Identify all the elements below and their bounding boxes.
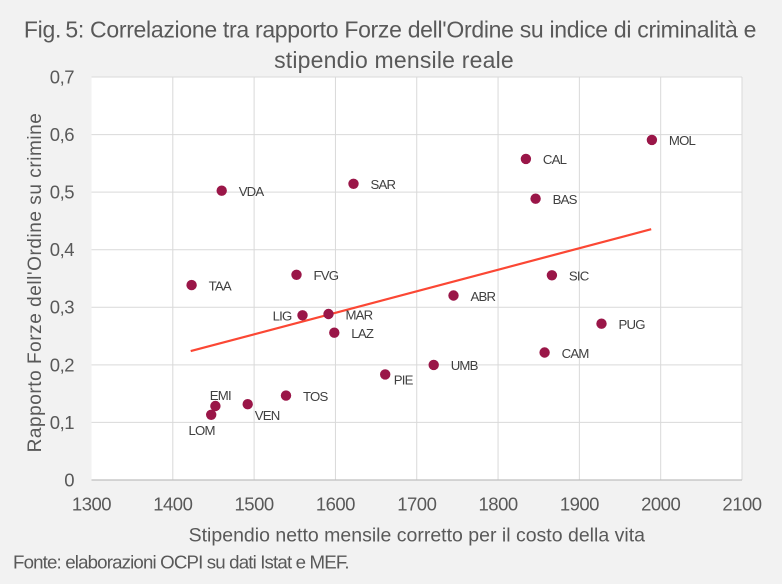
svg-text:PUG: PUG	[619, 317, 646, 332]
svg-text:SAR: SAR	[371, 177, 396, 192]
svg-text:1400: 1400	[153, 493, 192, 514]
svg-text:0,3: 0,3	[50, 297, 74, 318]
svg-text:UMB: UMB	[451, 358, 479, 373]
svg-text:CAL: CAL	[543, 152, 567, 167]
svg-text:Stipendio netto mensile corret: Stipendio netto mensile corretto per il …	[189, 525, 645, 547]
svg-text:2000: 2000	[641, 493, 680, 514]
svg-text:0,1: 0,1	[50, 412, 74, 433]
svg-text:LAZ: LAZ	[351, 326, 374, 341]
svg-text:VDA: VDA	[239, 184, 265, 199]
svg-text:LOM: LOM	[189, 423, 215, 438]
svg-text:1900: 1900	[560, 493, 599, 514]
svg-text:0,4: 0,4	[50, 239, 74, 260]
svg-text:1500: 1500	[235, 493, 274, 514]
svg-text:1700: 1700	[397, 493, 436, 514]
svg-text:MOL: MOL	[669, 133, 696, 148]
svg-text:SIC: SIC	[569, 269, 590, 284]
svg-text:Fonte: elaborazioni OCPI su da: Fonte: elaborazioni OCPI su dati Istat e…	[13, 552, 349, 573]
svg-text:0,6: 0,6	[50, 124, 74, 145]
svg-text:MAR: MAR	[346, 307, 373, 322]
svg-text:Fig. 5: Correlazione tra rappo: Fig. 5: Correlazione tra rapporto Forze …	[24, 17, 756, 43]
svg-text:0,2: 0,2	[50, 354, 74, 375]
svg-text:0,5: 0,5	[50, 182, 74, 203]
svg-text:CAM: CAM	[562, 346, 589, 361]
svg-text:FVG: FVG	[314, 268, 339, 283]
svg-text:PIE: PIE	[394, 373, 414, 388]
svg-text:0,7: 0,7	[50, 66, 74, 87]
svg-text:1600: 1600	[316, 493, 355, 514]
svg-text:0: 0	[64, 469, 74, 490]
svg-text:stipendio mensile reale: stipendio mensile reale	[274, 47, 514, 73]
svg-text:LIG: LIG	[273, 309, 292, 324]
svg-text:Rapporto Forze dell'Ordine su: Rapporto Forze dell'Ordine su crimine	[25, 113, 46, 453]
svg-text:1300: 1300	[72, 493, 111, 514]
svg-text:ABR: ABR	[471, 289, 496, 304]
svg-text:TOS: TOS	[303, 389, 328, 404]
svg-text:EMI: EMI	[210, 388, 231, 403]
svg-text:BAS: BAS	[553, 192, 578, 207]
svg-text:VEN: VEN	[255, 408, 280, 423]
svg-text:2100: 2100	[722, 493, 761, 514]
svg-text:TAA: TAA	[209, 278, 232, 293]
svg-text:1800: 1800	[479, 493, 518, 514]
